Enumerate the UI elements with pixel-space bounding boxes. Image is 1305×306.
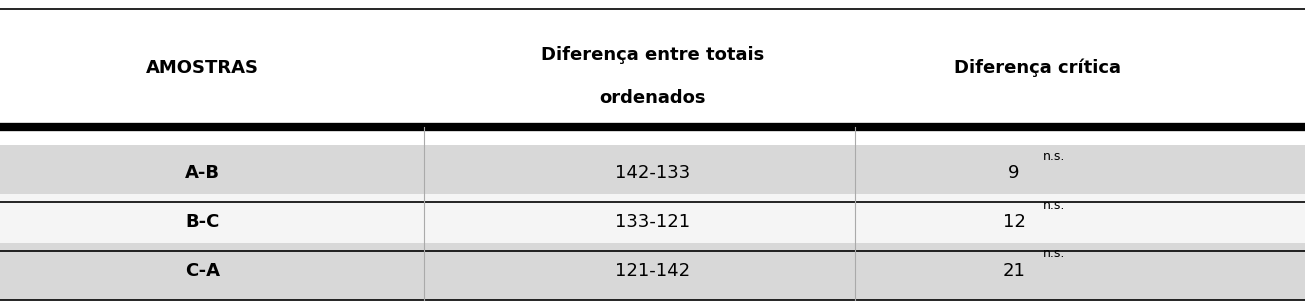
Text: B-C: B-C — [185, 213, 219, 231]
Text: Diferença crítica: Diferença crítica — [954, 59, 1121, 77]
Text: n.s.: n.s. — [1043, 199, 1065, 211]
Text: AMOSTRAS: AMOSTRAS — [146, 59, 258, 77]
Text: 142-133: 142-133 — [615, 164, 690, 182]
Text: ordenados: ordenados — [599, 89, 706, 107]
Bar — [0, 145, 1305, 202]
Text: A-B: A-B — [185, 164, 219, 182]
Text: n.s.: n.s. — [1043, 248, 1065, 260]
Bar — [0, 194, 1305, 251]
Text: 21: 21 — [1002, 262, 1026, 280]
Text: 121-142: 121-142 — [615, 262, 690, 280]
Text: 133-121: 133-121 — [615, 213, 690, 231]
Text: 9: 9 — [1009, 164, 1019, 182]
Bar — [0, 243, 1305, 300]
Text: 12: 12 — [1002, 213, 1026, 231]
Text: n.s.: n.s. — [1043, 150, 1065, 162]
Text: Diferença entre totais: Diferença entre totais — [540, 46, 765, 64]
Text: C-A: C-A — [185, 262, 219, 280]
